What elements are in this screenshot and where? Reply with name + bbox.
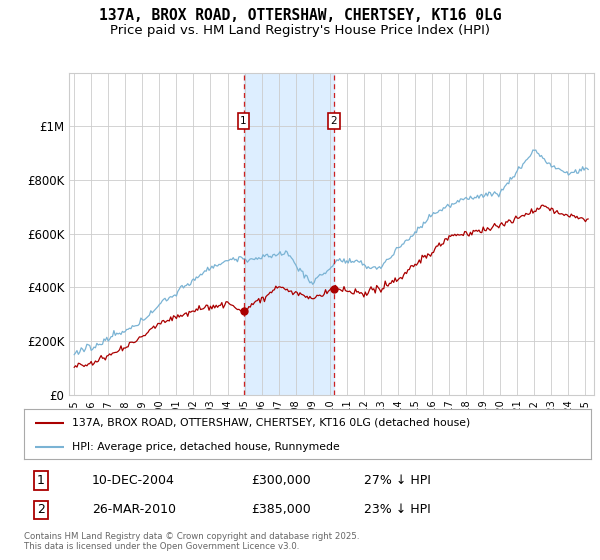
Text: 2: 2: [331, 116, 337, 126]
Text: 1: 1: [37, 474, 45, 487]
Text: £300,000: £300,000: [251, 474, 311, 487]
Text: 10-DEC-2004: 10-DEC-2004: [92, 474, 175, 487]
Text: 2: 2: [37, 503, 45, 516]
Text: 23% ↓ HPI: 23% ↓ HPI: [364, 503, 431, 516]
Text: Contains HM Land Registry data © Crown copyright and database right 2025.
This d: Contains HM Land Registry data © Crown c…: [24, 532, 359, 552]
Text: 137A, BROX ROAD, OTTERSHAW, CHERTSEY, KT16 0LG: 137A, BROX ROAD, OTTERSHAW, CHERTSEY, KT…: [99, 8, 501, 24]
Text: Price paid vs. HM Land Registry's House Price Index (HPI): Price paid vs. HM Land Registry's House …: [110, 24, 490, 36]
Text: 1: 1: [240, 116, 247, 126]
Text: 27% ↓ HPI: 27% ↓ HPI: [364, 474, 431, 487]
Text: 26-MAR-2010: 26-MAR-2010: [92, 503, 176, 516]
Text: £385,000: £385,000: [251, 503, 311, 516]
Text: HPI: Average price, detached house, Runnymede: HPI: Average price, detached house, Runn…: [72, 442, 340, 451]
Text: 137A, BROX ROAD, OTTERSHAW, CHERTSEY, KT16 0LG (detached house): 137A, BROX ROAD, OTTERSHAW, CHERTSEY, KT…: [72, 418, 470, 428]
